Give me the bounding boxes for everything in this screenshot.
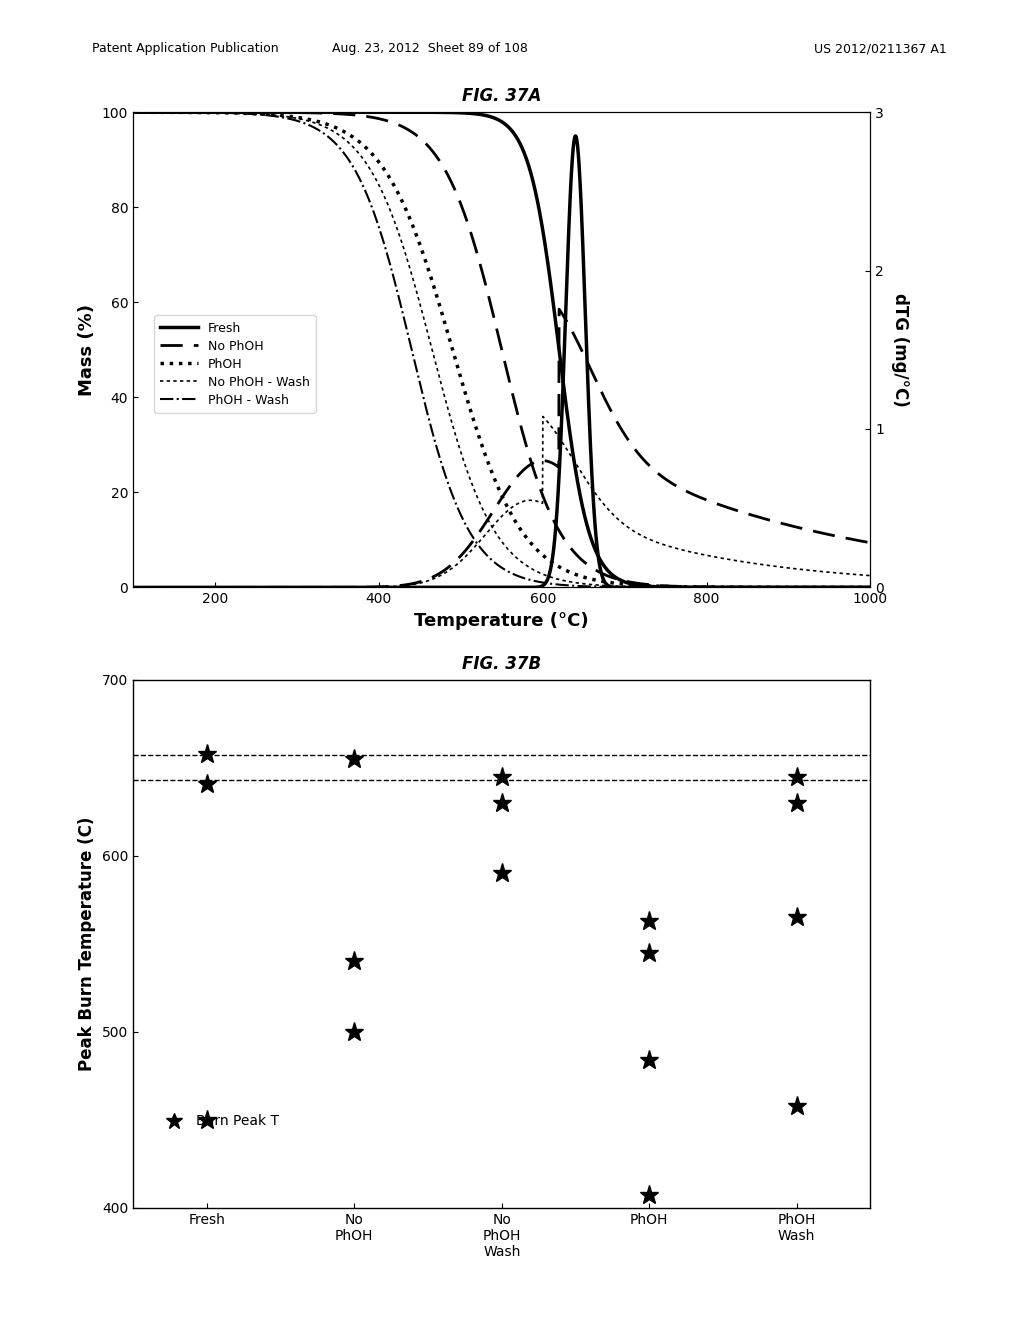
Title: FIG. 37A: FIG. 37A: [462, 87, 542, 106]
Y-axis label: dTG (mg/°C): dTG (mg/°C): [891, 293, 909, 407]
Legend: Fresh, No PhOH, PhOH, No PhOH - Wash, PhOH - Wash: Fresh, No PhOH, PhOH, No PhOH - Wash, Ph…: [155, 315, 316, 413]
Text: Patent Application Publication: Patent Application Publication: [92, 42, 279, 55]
X-axis label: Temperature (°C): Temperature (°C): [415, 611, 589, 630]
Text: US 2012/0211367 A1: US 2012/0211367 A1: [814, 42, 947, 55]
Title: FIG. 37B: FIG. 37B: [462, 655, 542, 673]
Y-axis label: Peak Burn Temperature (C): Peak Burn Temperature (C): [78, 817, 96, 1071]
Y-axis label: Mass (%): Mass (%): [78, 304, 96, 396]
Text: Aug. 23, 2012  Sheet 89 of 108: Aug. 23, 2012 Sheet 89 of 108: [332, 42, 528, 55]
Text: Burn Peak T: Burn Peak T: [196, 1114, 279, 1127]
